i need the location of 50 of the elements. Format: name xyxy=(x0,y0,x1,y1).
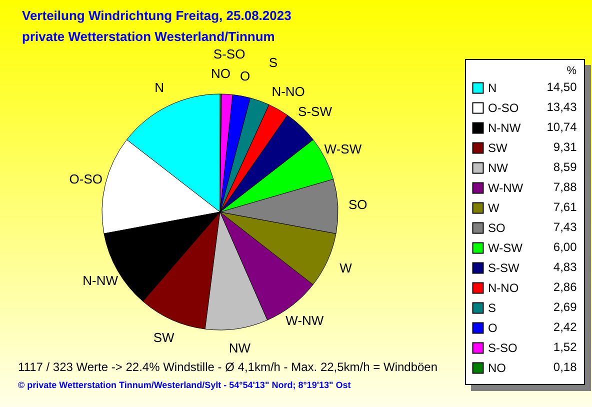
legend-label: N-NW xyxy=(488,121,522,135)
slice-label: S xyxy=(268,55,278,70)
legend-label: N-NO xyxy=(488,281,519,295)
data-label: 10,74 xyxy=(546,120,577,134)
data-label: 2,69 xyxy=(552,300,577,314)
legend-title: % xyxy=(566,65,577,77)
slice-label: O-SO xyxy=(69,172,102,187)
data-label: 7,61 xyxy=(552,200,577,214)
slice-label: S-SW xyxy=(298,104,333,119)
slice-label: O xyxy=(240,68,250,84)
data-label: 13,43 xyxy=(546,100,577,114)
slice-label: W xyxy=(340,260,353,276)
data-label: 2,42 xyxy=(552,320,577,334)
data-label: 4,83 xyxy=(552,260,577,274)
chart-subtitle: private Wetterstation Westerland/Tinnum xyxy=(22,29,275,44)
text: © private Wetterstation Tinnum/Westerland/Sylt - 54°54'13" Nord; 8°19'13" Ost xyxy=(18,380,352,390)
legend-label: NO xyxy=(488,361,506,375)
legend-label: O xyxy=(488,321,498,335)
data-label: 7,43 xyxy=(552,220,577,234)
legend-label: N xyxy=(488,81,497,95)
legend-label: S-SO xyxy=(488,341,518,355)
legend-label: W xyxy=(488,201,500,215)
data-label: 7,88 xyxy=(552,180,577,194)
legend-label: O-SO xyxy=(488,101,519,115)
chart-title: Verteilung Windrichtung Freitag, 25.08.2023 xyxy=(22,8,292,24)
slice-label: SO xyxy=(348,197,368,212)
slice-label: N-NO xyxy=(272,84,305,100)
data-label: 2,86 xyxy=(552,280,577,294)
legend-label: W-SW xyxy=(488,241,524,255)
slice-label: S-SO xyxy=(213,46,246,62)
legend-label: NW xyxy=(488,161,509,175)
data-label: 14,50 xyxy=(546,80,577,94)
legend-label: SO xyxy=(488,221,506,235)
data-label: 0,18 xyxy=(552,360,577,374)
slice-label: W-NW xyxy=(286,312,324,328)
legend-label: W-NW xyxy=(488,181,524,195)
data-label: 8,59 xyxy=(552,160,577,174)
slice-label: SW xyxy=(153,330,176,346)
legend-label: SW xyxy=(488,141,508,155)
data-label: 9,31 xyxy=(552,140,577,154)
slice-label: NW xyxy=(228,340,252,356)
slice-label: W-SW xyxy=(324,141,362,156)
data-label: 1,52 xyxy=(552,340,577,354)
legend-label: S xyxy=(488,301,496,315)
legend-label: S-SW xyxy=(488,261,520,275)
slice-label: NO xyxy=(211,66,231,81)
slice-label: N xyxy=(154,80,164,96)
slice-label: N-NW xyxy=(82,272,119,288)
text: 1117 / 323 Werte -> 22.4% Windstille - Ø 4,1km/h - Max. 22,5km/h = Windböen xyxy=(18,360,438,374)
data-label: 6,00 xyxy=(552,240,577,254)
